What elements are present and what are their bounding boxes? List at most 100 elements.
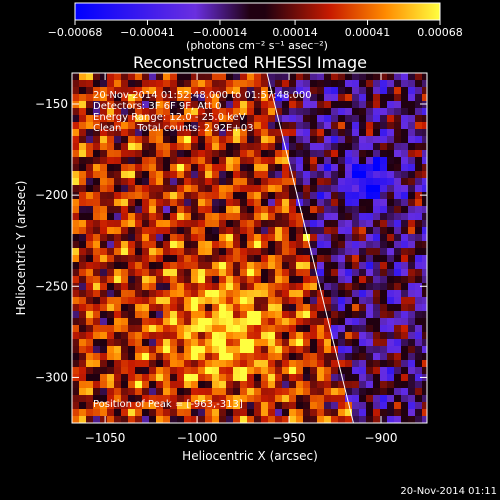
heatmap-cell	[324, 220, 332, 228]
heatmap-cell	[394, 269, 402, 277]
heatmap-cell	[191, 108, 199, 116]
heatmap-cell	[219, 129, 227, 137]
heatmap-cell	[317, 353, 325, 361]
heatmap-cell	[177, 269, 185, 277]
heatmap-cell	[373, 402, 381, 410]
heatmap-cell	[380, 262, 388, 270]
heatmap-cell	[205, 318, 213, 326]
heatmap-cell	[415, 346, 423, 354]
heatmap-cell	[149, 290, 157, 298]
heatmap-cell	[289, 80, 297, 88]
heatmap-cell	[401, 255, 409, 263]
heatmap-cell	[226, 318, 234, 326]
heatmap-cell	[107, 213, 115, 221]
heatmap-cell	[128, 220, 136, 228]
heatmap-cell	[149, 87, 157, 95]
heatmap-cell	[324, 143, 332, 151]
heatmap-cell	[107, 164, 115, 172]
heatmap-cell	[121, 171, 129, 179]
heatmap-cell	[415, 395, 423, 403]
heatmap-cell	[261, 304, 269, 312]
heatmap-cell	[394, 136, 402, 144]
heatmap-cell	[310, 220, 318, 228]
colorbar	[74, 2, 441, 21]
heatmap-cell	[170, 332, 178, 340]
heatmap-cell	[282, 129, 290, 137]
heatmap-cell	[198, 206, 206, 214]
heatmap-cell	[212, 311, 220, 319]
heatmap-cell	[352, 339, 360, 347]
heatmap-cell	[310, 318, 318, 326]
heatmap-cell	[212, 388, 220, 396]
heatmap-cell	[387, 339, 395, 347]
heatmap-cell	[282, 353, 290, 361]
heatmap-cell	[177, 255, 185, 263]
heatmap-cell	[198, 360, 206, 368]
heatmap-cell	[366, 290, 374, 298]
heatmap-cell	[380, 129, 388, 137]
heatmap-cell	[86, 115, 94, 123]
heatmap-cell	[261, 185, 269, 193]
heatmap-cell	[366, 192, 374, 200]
heatmap-cell	[254, 311, 262, 319]
heatmap-cell	[86, 150, 94, 158]
heatmap-cell	[296, 227, 304, 235]
heatmap-cell	[247, 255, 255, 263]
heatmap-cell	[352, 304, 360, 312]
heatmap-cell	[289, 122, 297, 130]
heatmap-cell	[247, 409, 255, 417]
heatmap-cell	[324, 248, 332, 256]
heatmap-cell	[331, 227, 339, 235]
heatmap-cell	[156, 115, 164, 123]
heatmap-cell	[198, 108, 206, 116]
heatmap-cell	[408, 297, 416, 305]
heatmap-cell	[247, 136, 255, 144]
heatmap-cell	[254, 136, 262, 144]
heatmap-cell	[107, 360, 115, 368]
heatmap-cell	[163, 171, 171, 179]
heatmap-cell	[345, 395, 353, 403]
heatmap-cell	[205, 150, 213, 158]
heatmap-cell	[296, 339, 304, 347]
heatmap-cell	[121, 220, 129, 228]
heatmap-cell	[373, 101, 381, 109]
heatmap-cell	[86, 80, 94, 88]
heatmap-cell	[86, 283, 94, 291]
heatmap-cell	[142, 283, 150, 291]
heatmap-cell	[219, 311, 227, 319]
heatmap-cell	[268, 80, 276, 88]
heatmap-cell	[352, 185, 360, 193]
heatmap-cell	[121, 402, 129, 410]
heatmap-cell	[359, 255, 367, 263]
heatmap-cell	[303, 227, 311, 235]
heatmap-cell	[296, 325, 304, 333]
heatmap-cell	[415, 101, 423, 109]
heatmap-cell	[282, 241, 290, 249]
heatmap-cell	[93, 227, 101, 235]
heatmap-cell	[310, 192, 318, 200]
heatmap-cell	[72, 360, 80, 368]
heatmap-cell	[296, 381, 304, 389]
heatmap-cell	[373, 178, 381, 186]
heatmap-cell	[317, 129, 325, 137]
heatmap-cell	[310, 346, 318, 354]
heatmap-cell	[422, 332, 427, 340]
heatmap-cell	[121, 80, 129, 88]
heatmap-cell	[100, 220, 108, 228]
heatmap-cell	[114, 290, 122, 298]
heatmap-cell	[79, 94, 87, 102]
heatmap-cell	[254, 269, 262, 277]
heatmap-cell	[205, 157, 213, 165]
heatmap-cell	[128, 157, 136, 165]
heatmap-cell	[170, 311, 178, 319]
heatmap-cell	[128, 248, 136, 256]
heatmap-cell	[282, 87, 290, 95]
heatmap-cell	[387, 108, 395, 116]
heatmap-cell	[366, 339, 374, 347]
heatmap-cell	[254, 192, 262, 200]
heatmap-cell	[156, 269, 164, 277]
heatmap-cell	[387, 227, 395, 235]
heatmap-cell	[184, 360, 192, 368]
heatmap-cell	[233, 248, 241, 256]
heatmap-cell	[387, 157, 395, 165]
